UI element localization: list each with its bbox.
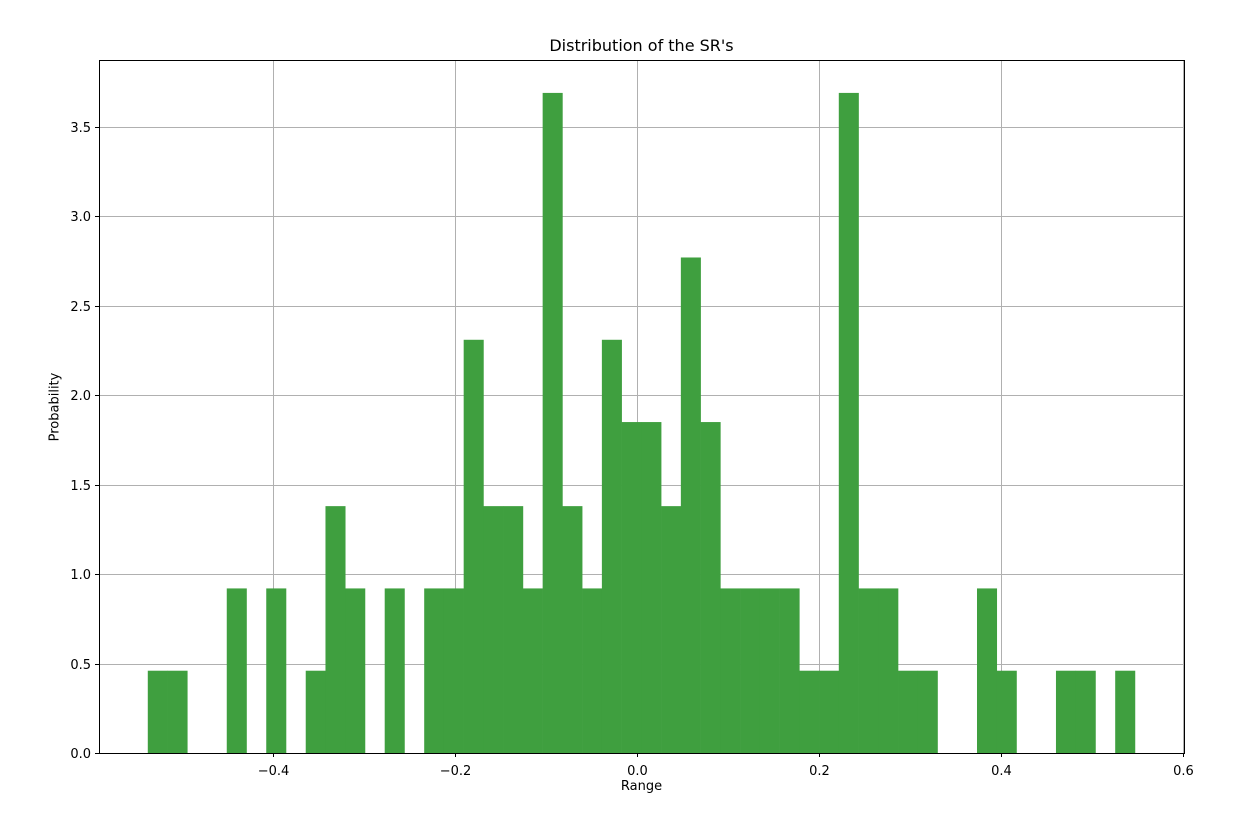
histogram-bar	[700, 422, 721, 753]
x-tick-label: 0.6	[1173, 764, 1194, 779]
histogram-bar	[976, 588, 998, 753]
x-tick-label: 0.0	[627, 764, 648, 779]
histogram-bar	[325, 506, 346, 753]
histogram-bar	[582, 588, 603, 753]
histogram-bar	[621, 422, 642, 753]
histogram-bar	[878, 588, 899, 753]
histogram-bar	[266, 588, 287, 753]
y-tick-label: 3.5	[70, 121, 91, 136]
histogram-bar	[759, 588, 780, 753]
histogram-bar	[819, 670, 840, 753]
x-tick-label: −0.4	[258, 764, 290, 779]
histogram-bar	[838, 92, 859, 754]
histogram-bar	[1075, 670, 1096, 753]
histogram-bar	[898, 670, 919, 753]
plot-frame	[99, 60, 1185, 754]
histogram-bar	[720, 588, 741, 753]
axes	[95, 60, 1185, 757]
histogram-bar	[680, 257, 701, 753]
histogram-bar	[226, 588, 247, 753]
histogram-bar	[483, 506, 504, 753]
x-tick-label: 0.4	[991, 764, 1012, 779]
histogram-bar	[542, 92, 563, 754]
histogram-bar	[779, 588, 800, 753]
tick-labels: −0.4 −0.2 0.0 0.2 0.4 0.6 0.0 0.5 1.0 1.5 2.0 2.5 3.…	[70, 121, 1194, 779]
histogram-bar	[917, 670, 938, 753]
histogram-bar	[424, 588, 445, 753]
histogram-bar	[740, 588, 761, 753]
histogram-bar	[799, 670, 820, 753]
x-tick-label: −0.2	[440, 764, 472, 779]
histogram-bar	[503, 506, 524, 753]
x-tick-label: 0.2	[809, 764, 830, 779]
histogram-bar	[996, 670, 1017, 753]
x-axis-label: Range	[620, 779, 663, 794]
histogram-bar	[1115, 670, 1136, 753]
y-tick-label: 3.0	[70, 210, 91, 225]
histogram-bar	[167, 670, 188, 753]
histogram-bar	[147, 670, 168, 753]
y-tick-label: 2.0	[70, 389, 91, 404]
histogram-bar	[305, 670, 326, 753]
y-tick-label: 0.5	[70, 658, 91, 673]
histogram-bar	[641, 422, 662, 753]
histogram-bar	[858, 588, 879, 753]
histogram-bar	[562, 506, 583, 753]
y-tick-label: 0.0	[70, 747, 91, 762]
y-tick-label: 1.0	[70, 568, 91, 583]
histogram-bar	[463, 339, 484, 753]
histogram-bar	[345, 588, 366, 753]
histogram-bar	[601, 339, 622, 753]
histogram-bar	[384, 588, 405, 753]
histogram-bar	[443, 588, 464, 753]
histogram-bar	[661, 506, 682, 753]
y-tick-label: 1.5	[70, 479, 91, 494]
histogram-bar	[1055, 670, 1077, 753]
histogram-bar	[522, 588, 543, 753]
y-tick-label: 2.5	[70, 300, 91, 315]
chart-title: Distribution of the SR's	[549, 36, 734, 55]
histogram-bars	[147, 92, 1136, 754]
